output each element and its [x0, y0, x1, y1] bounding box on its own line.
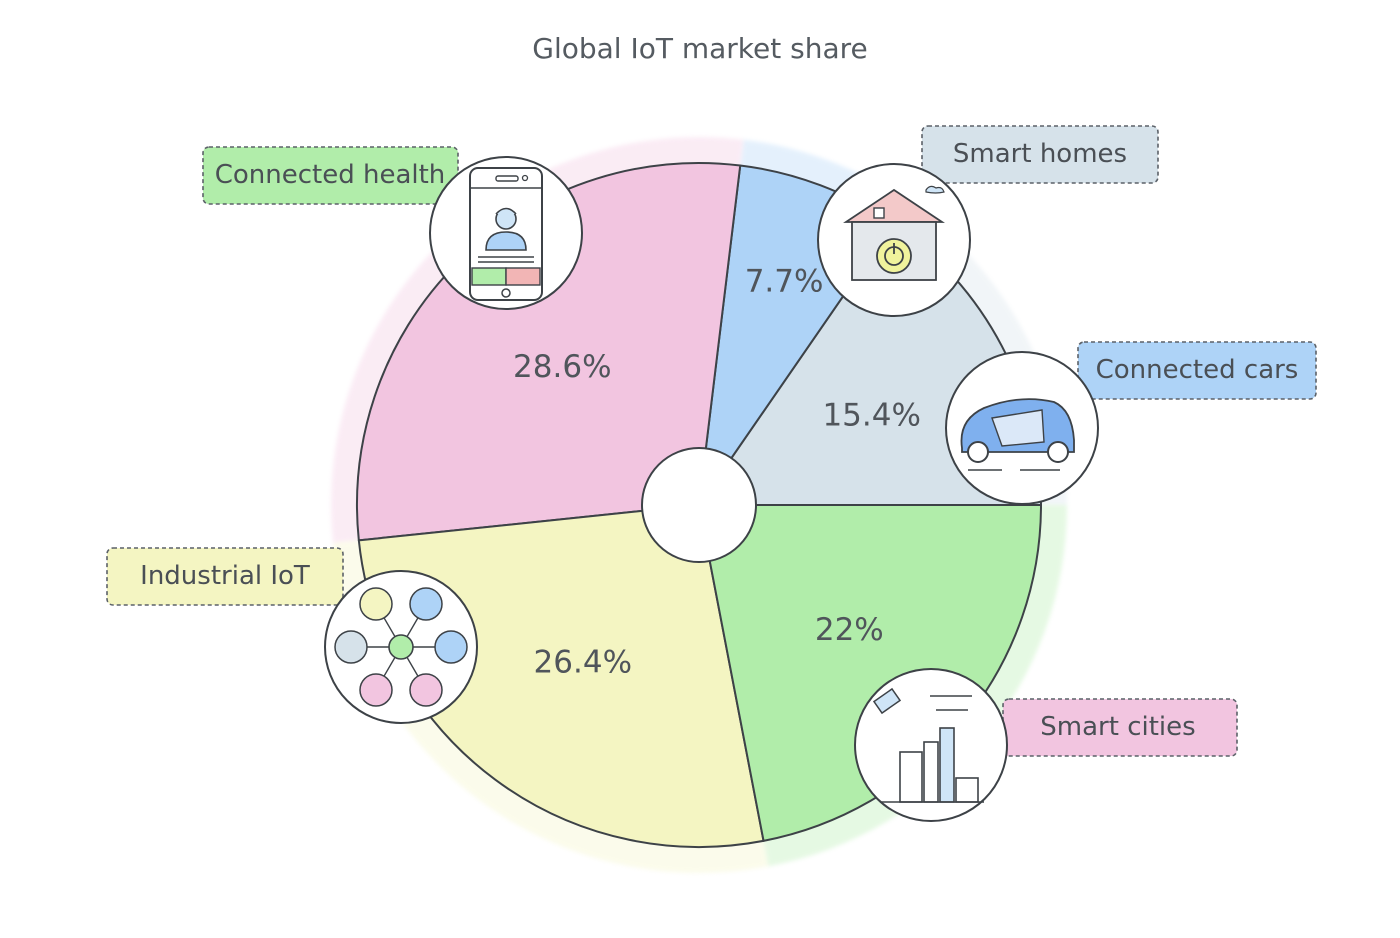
legend-connected-cars: Connected cars	[1077, 341, 1317, 400]
legend-label: Connected cars	[1096, 355, 1299, 385]
center-hole	[641, 447, 757, 563]
doctor-phone-icon	[429, 156, 583, 310]
legend-label: Connected health	[215, 160, 446, 190]
legend-industrial-iot: Industrial IoT	[106, 547, 344, 606]
smart-home-icon	[817, 163, 971, 317]
percent-label-smart-cities: 28.6%	[513, 349, 611, 385]
legend-label: Smart cities	[1040, 712, 1195, 742]
percent-labels: 15.4% 7.7% 28.6% 26.4% 22%	[513, 264, 921, 681]
percent-label-connected-cars: 7.7%	[745, 264, 824, 300]
legend-label: Smart homes	[953, 139, 1127, 169]
percent-label-connected-health: 22%	[815, 612, 884, 648]
car-icon	[945, 351, 1099, 505]
legend-label: Industrial IoT	[140, 561, 310, 591]
legend-connected-health: Connected health	[202, 146, 459, 205]
percent-label-industrial-iot: 26.4%	[534, 645, 632, 681]
city-icon	[854, 668, 1008, 822]
legend-smart-homes: Smart homes	[921, 125, 1159, 184]
chart-title: Global IoT market share	[532, 32, 868, 65]
network-icon	[324, 570, 478, 724]
legend-smart-cities: Smart cities	[1002, 698, 1238, 757]
percent-label-smart-homes: 15.4%	[822, 397, 920, 433]
